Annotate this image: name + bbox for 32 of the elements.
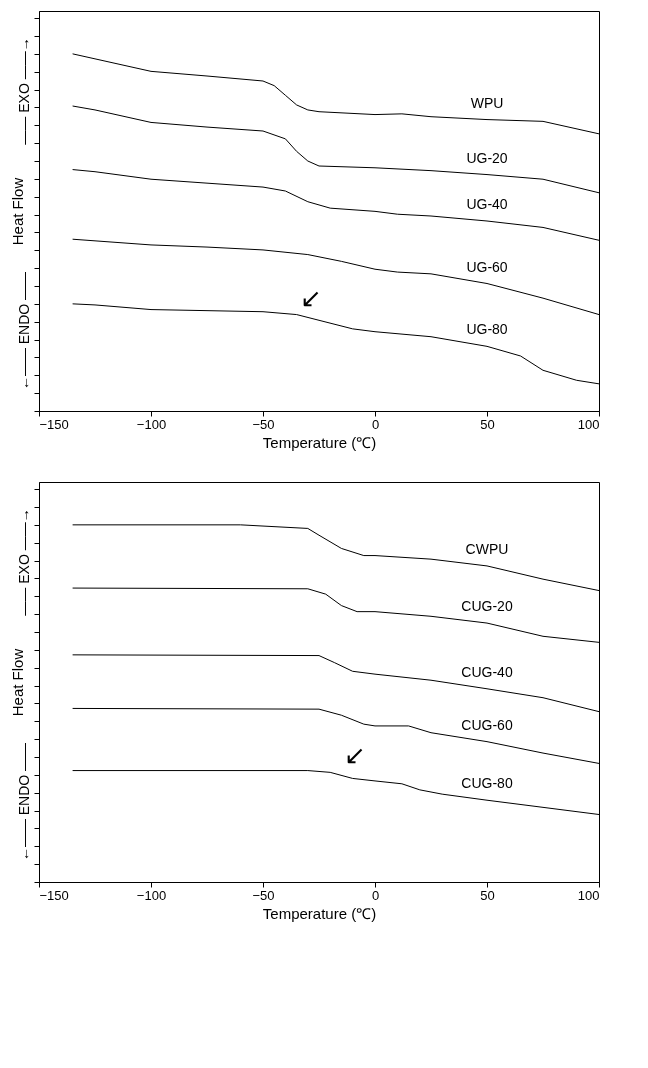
x-tick-label: −50 [252,887,275,903]
series-label: UG-60 [466,258,508,275]
x-tick-label: −100 [136,887,167,903]
text: ←—— ENDO —— [16,271,32,391]
series-label: CUG-80 [461,775,513,792]
series-label: UG-40 [466,196,508,212]
x-axis-title: Temperature (℃) [262,904,377,922]
x-tick-label: 100 [577,416,600,432]
x-tick-label: 50 [480,416,495,432]
series-label: UG-80 [466,321,508,338]
annotation: ↙ [299,282,322,313]
x-tick-label: 100 [577,887,600,903]
x-tick-label: 0 [371,887,380,903]
series-label: WPU [470,94,504,111]
series-label: CUG-20 [461,598,513,615]
x-tick-label: −100 [136,416,167,432]
x-tick-label: 0 [371,416,380,432]
y-axis-title: Heat Flow [9,648,26,717]
series-label: UG-20 [466,149,508,166]
annotation: ↙ [344,740,367,771]
x-axis-title: Temperature (℃) [262,433,377,451]
series-label: CWPU [465,540,509,557]
text: ←—— ENDO —— [16,742,32,862]
x-tick-label: 50 [480,887,495,903]
text: —— EXO ——→ [16,37,32,145]
y-axis-title: Heat Flow [9,177,26,246]
series-label: CUG-40 [461,663,513,680]
x-tick-label: −150 [39,887,69,903]
series-label: CUG-60 [461,716,513,733]
x-tick-label: −150 [39,416,69,432]
text: —— EXO ——→ [16,508,32,616]
x-tick-label: −50 [252,416,275,432]
